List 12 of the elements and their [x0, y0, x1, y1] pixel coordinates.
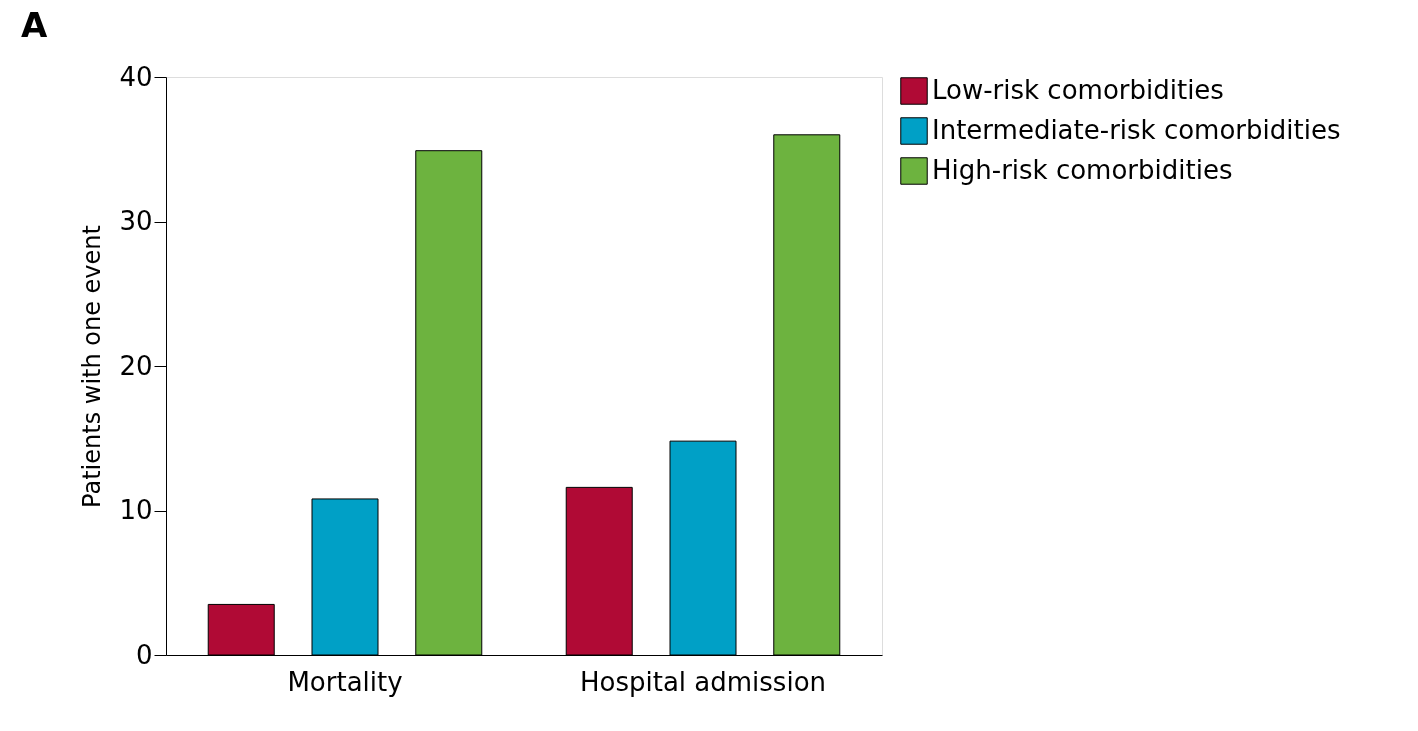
legend-label: High-risk comorbidities [932, 155, 1233, 185]
y-tick-label: 30 [119, 206, 153, 236]
x-tick-label: Mortality [287, 666, 403, 697]
legend-label: Low-risk comorbidities [932, 75, 1224, 105]
y-axis-title: Patients with one event [78, 225, 107, 508]
y-tick-label: 20 [119, 350, 153, 381]
y-tick-label: 0 [135, 639, 153, 670]
chart-title: A [20, 5, 48, 45]
x-tick-label: Hospital admission [579, 666, 827, 697]
y-tick-label: 40 [119, 61, 153, 92]
y-tick-label: 10 [119, 495, 153, 525]
legend-label: Intermediate-risk comorbidities [932, 115, 1341, 145]
